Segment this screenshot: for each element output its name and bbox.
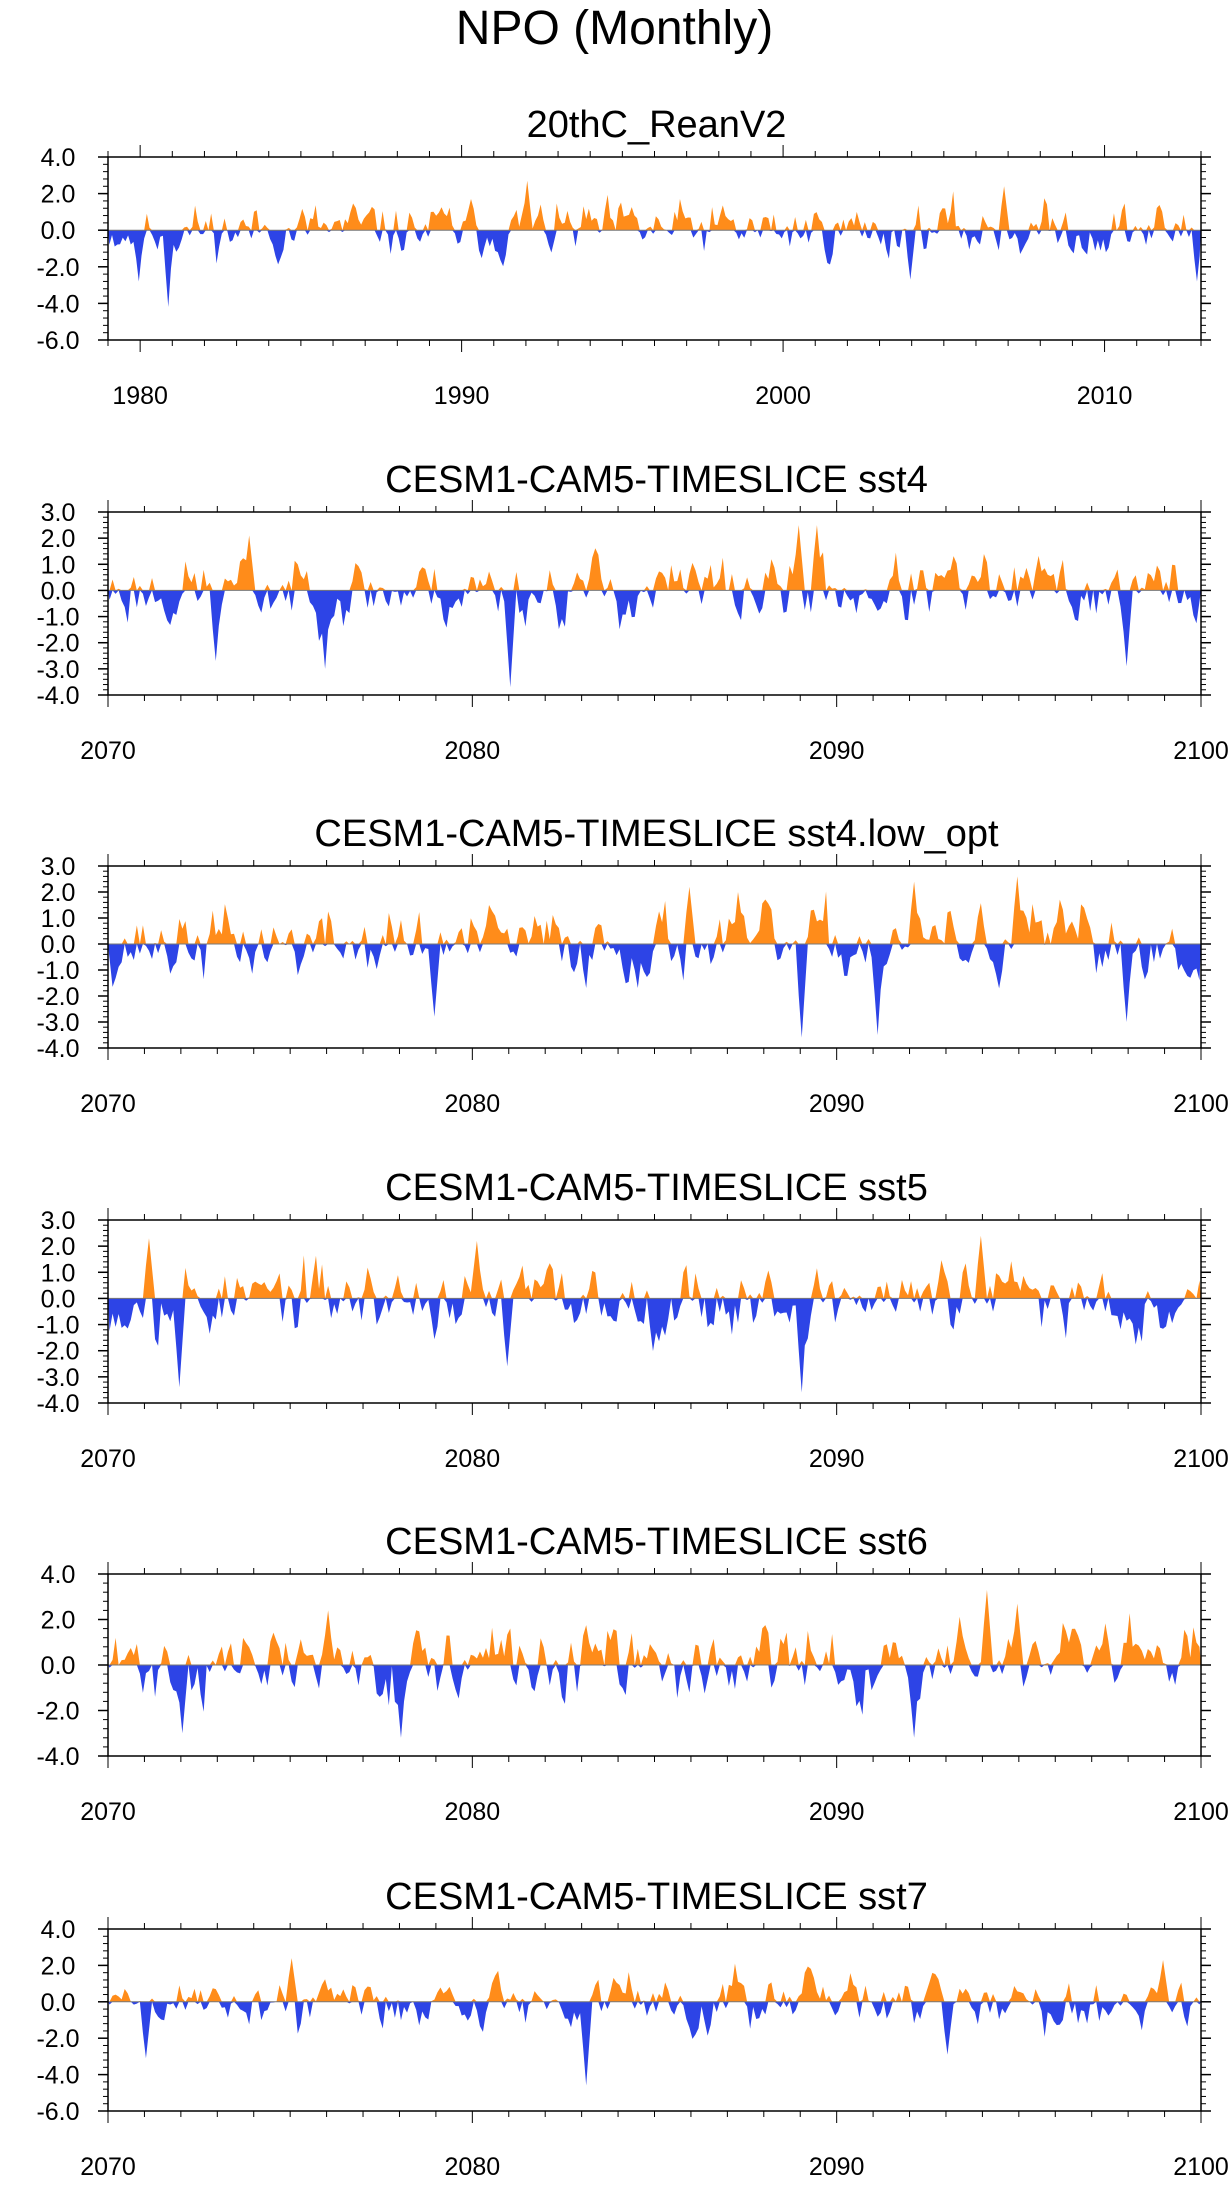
y-tick-label: 1.0 (41, 905, 76, 933)
chart-title: 20thC_ReanV2 (527, 104, 787, 146)
y-tick-label: 2.0 (41, 1952, 76, 1980)
series-positive-area (108, 876, 1201, 944)
x-tick-label: 2090 (809, 2153, 865, 2181)
x-tick-label: 2080 (445, 2153, 501, 2181)
series-negative-area (108, 944, 1201, 1038)
chart-title: CESM1-CAM5-TIMESLICE sst6 (385, 1521, 928, 1563)
chart-panel-3: CESM1-CAM5-TIMESLICE sst4.low_opt 3.02.01… (36, 813, 1228, 1118)
y-tick-label: -6.0 (36, 2098, 79, 2126)
x-tick-label: 2090 (809, 737, 865, 765)
series-negative-area (108, 1665, 1201, 1738)
x-tick-label: 2100 (1173, 1090, 1229, 1118)
y-tick-label: 4.0 (41, 144, 76, 172)
y-tick-label: 3.0 (41, 853, 76, 881)
series-negative-area (108, 2001, 1201, 2086)
y-tick-label: 2.0 (41, 181, 76, 209)
y-tick-label: -1.0 (36, 1312, 79, 1340)
series-negative-area (108, 230, 1201, 308)
y-tick-label: -4.0 (36, 2062, 79, 2090)
y-tick-label: -2.0 (36, 2025, 79, 2053)
page-title: NPO (Monthly) (455, 2, 774, 55)
y-tick-label: 0.0 (41, 1989, 76, 2017)
x-tick-label: 2090 (809, 1090, 865, 1118)
y-tick-label: 0.0 (41, 1652, 76, 1680)
plot-frame (107, 1928, 1202, 2112)
y-tick-label: -6.0 (36, 327, 79, 355)
y-tick-label: 1.0 (41, 1259, 76, 1287)
chart-panel-2: CESM1-CAM5-TIMESLICE sst4 3.02.01.00.0-1.… (36, 459, 1228, 765)
y-tick-label: 0.0 (41, 1285, 76, 1313)
y-tick-label: -4.0 (36, 1035, 79, 1063)
y-tick-label: 2.0 (41, 525, 76, 553)
y-tick-label: 0.0 (41, 577, 76, 605)
y-tick-label: 1.0 (41, 551, 76, 579)
series-negative-area (108, 590, 1201, 688)
x-tick-label: 2070 (80, 2153, 136, 2181)
y-tick-label: 4.0 (41, 1916, 76, 1944)
x-tick-label: 1980 (112, 382, 168, 410)
y-tick-label: 0.0 (41, 217, 76, 245)
plot-frame (107, 156, 1202, 341)
x-tick-label: 1990 (434, 382, 490, 410)
series-positive-area (108, 525, 1201, 591)
series-positive-area (108, 1235, 1201, 1299)
x-tick-label: 2070 (80, 1445, 136, 1473)
x-tick-label: 2070 (80, 1090, 136, 1118)
y-tick-label: -3.0 (36, 656, 79, 684)
x-tick-label: 2080 (445, 1798, 501, 1826)
series-positive-area (108, 180, 1201, 231)
x-tick-label: 2010 (1077, 382, 1133, 410)
x-tick-label: 2080 (445, 1445, 501, 1473)
y-tick-label: 3.0 (41, 1207, 76, 1235)
chart-panel-6: CESM1-CAM5-TIMESLICE sst7 4.0 2.0 0.0 -2.0 -4… (36, 1876, 1228, 2181)
y-tick-label: -2.0 (36, 254, 79, 282)
y-tick-label: 2.0 (41, 1233, 76, 1261)
y-tick-label: -4.0 (36, 682, 79, 710)
series-positive-area (108, 1589, 1201, 1665)
plot-frame (107, 865, 1202, 1049)
x-tick-label: 2080 (445, 737, 501, 765)
x-tick-label: 2100 (1173, 737, 1229, 765)
y-tick-label: -2.0 (36, 1698, 79, 1726)
x-tick-label: 2070 (80, 1798, 136, 1826)
y-tick-label: 4.0 (41, 1561, 76, 1589)
x-tick-label: 2100 (1173, 1445, 1229, 1473)
chart-title: CESM1-CAM5-TIMESLICE sst4 (385, 459, 928, 501)
y-tick-label: -4.0 (36, 1390, 79, 1418)
chart-panel-5: CESM1-CAM5-TIMESLICE sst6 4.0 2.0 0.0 -2.0 -4… (36, 1521, 1228, 1826)
y-tick-label: -4.0 (36, 290, 79, 318)
y-tick-label: -2.0 (36, 1338, 79, 1366)
x-tick-label: 2070 (80, 737, 136, 765)
y-tick-label: -2.0 (36, 630, 79, 658)
series-negative-area (108, 1298, 1201, 1393)
y-tick-label: -1.0 (36, 604, 79, 632)
x-tick-label: 2080 (445, 1090, 501, 1118)
y-tick-label: -4.0 (36, 1743, 79, 1771)
y-tick-label: 2.0 (41, 1607, 76, 1635)
y-tick-label: 3.0 (41, 499, 76, 527)
x-tick-label: 2000 (755, 382, 811, 410)
x-tick-label: 2100 (1173, 2153, 1229, 2181)
chart-title: CESM1-CAM5-TIMESLICE sst5 (385, 1167, 928, 1209)
x-tick-label: 2090 (809, 1798, 865, 1826)
series-positive-area (108, 1958, 1201, 2002)
y-tick-label: -2.0 (36, 983, 79, 1011)
chart-title: CESM1-CAM5-TIMESLICE sst7 (385, 1876, 928, 1918)
y-tick-label: 0.0 (41, 931, 76, 959)
chart-title: CESM1-CAM5-TIMESLICE sst4.low_opt (314, 813, 999, 855)
x-tick-label: 2090 (809, 1445, 865, 1473)
y-tick-label: -3.0 (36, 1009, 79, 1037)
chart-panel-4: CESM1-CAM5-TIMESLICE sst5 3.02.01.00.0-1.… (36, 1167, 1228, 1473)
chart-panel-1: 20thC_ReanV2 4.0 2.0 0.0 -2.0 -4.0 -6.0 1980 199… (36, 104, 1211, 410)
y-tick-label: -1.0 (36, 957, 79, 985)
y-tick-label: -3.0 (36, 1364, 79, 1392)
y-tick-label: 2.0 (41, 879, 76, 907)
x-tick-label: 2100 (1173, 1798, 1229, 1826)
